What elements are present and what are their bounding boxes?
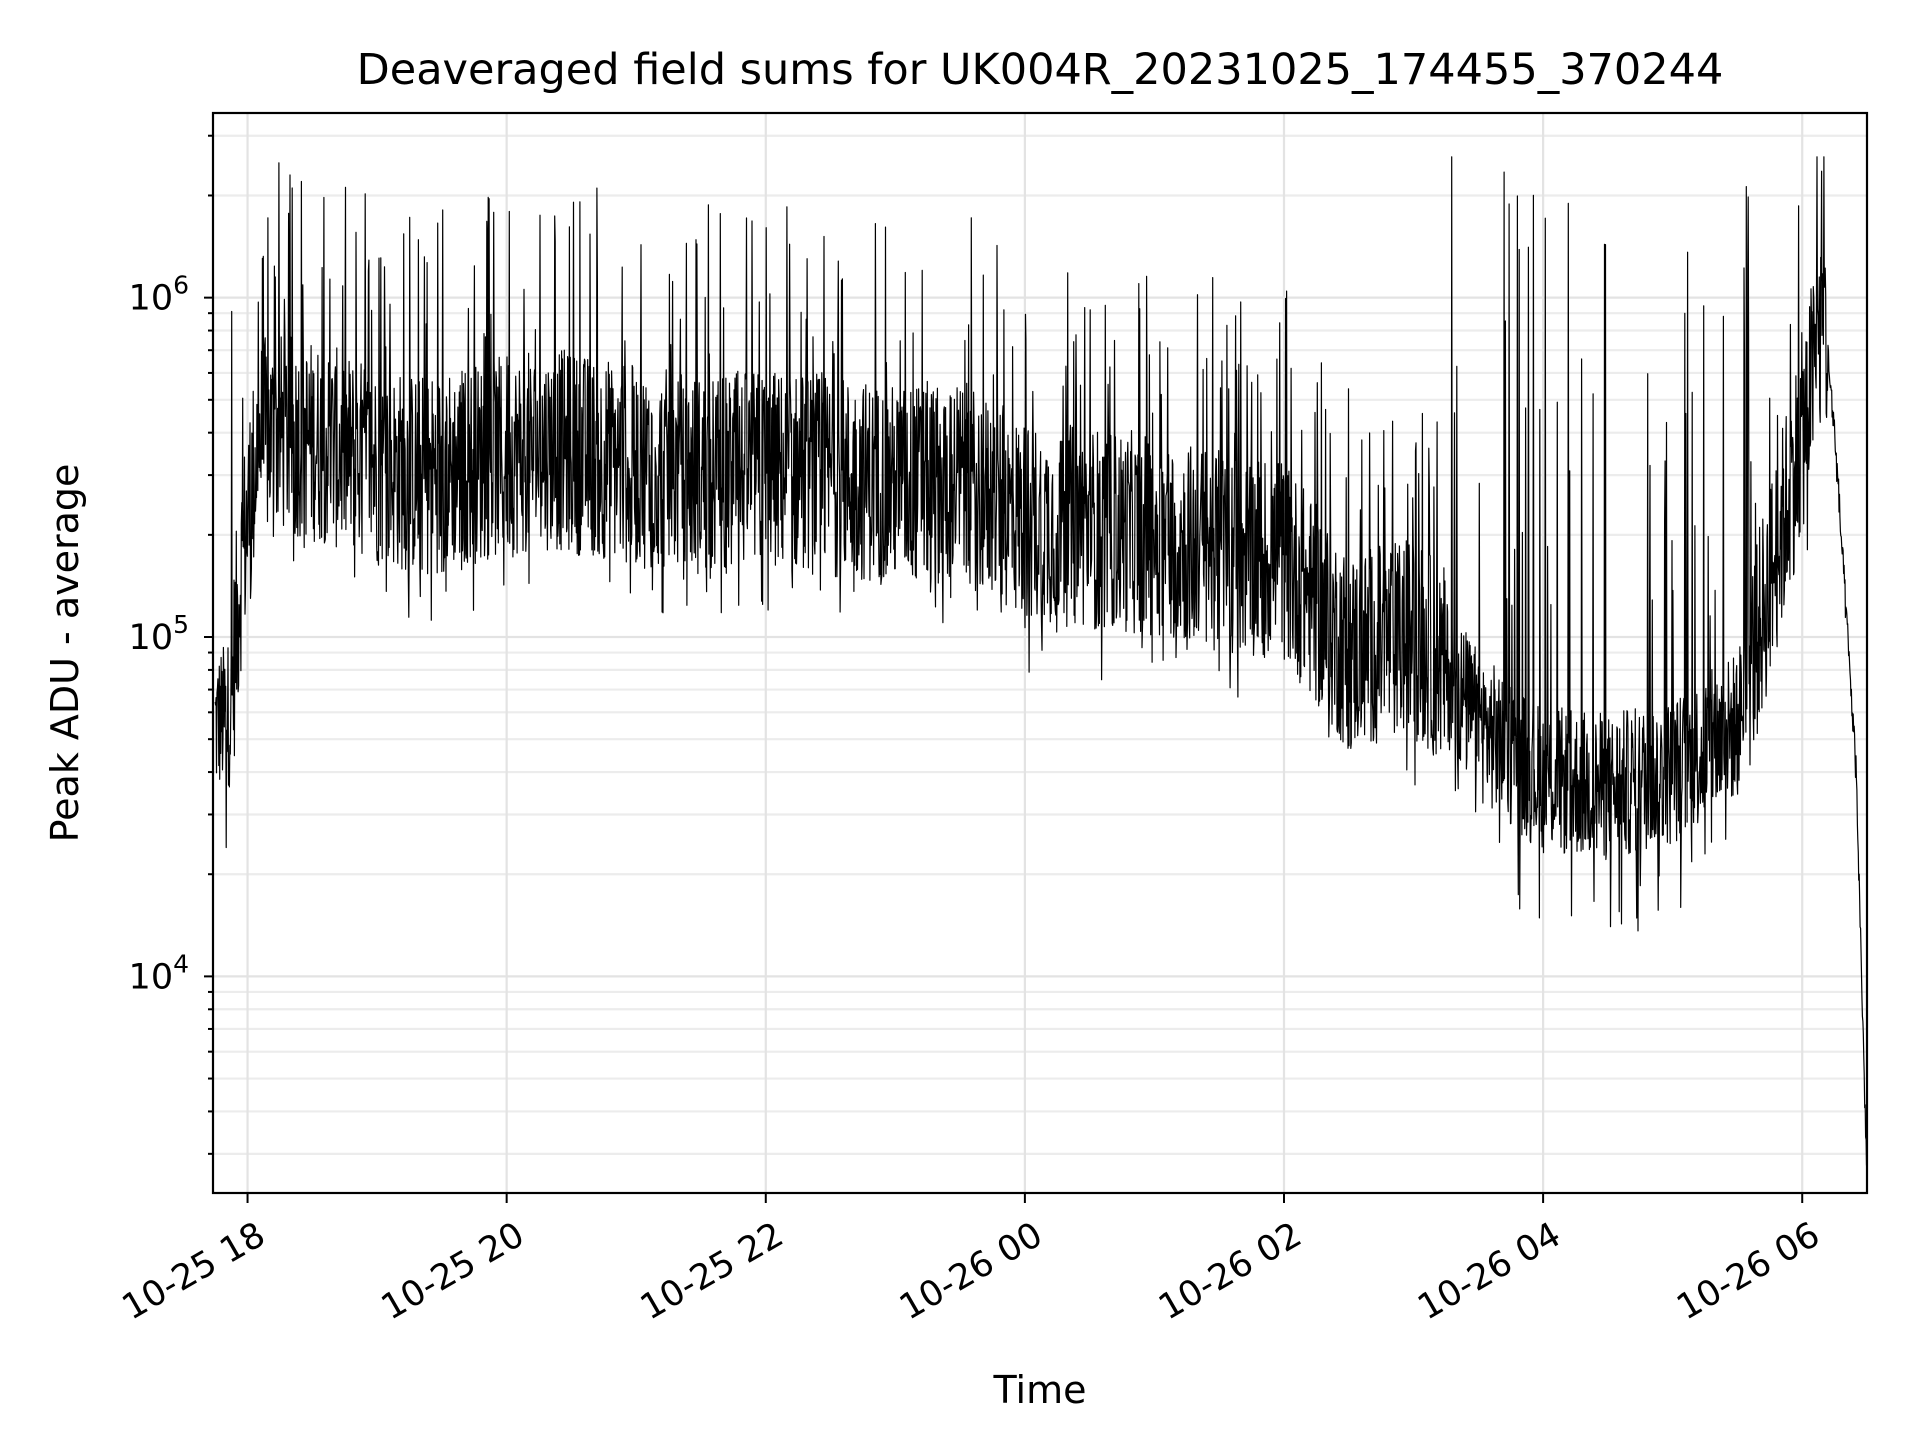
- x-tick-label: 10-26 00: [893, 1215, 1049, 1328]
- x-tick-label-group: 10-26 00: [893, 1215, 1049, 1328]
- x-tick-label: 10-26 04: [1411, 1215, 1567, 1328]
- x-tick-label-group: 10-26 04: [1411, 1215, 1567, 1328]
- y-tick-base: 10: [129, 957, 174, 997]
- y-tick-label: 106: [129, 271, 189, 319]
- x-tick-label: 10-26 02: [1152, 1215, 1308, 1328]
- x-tick-label-group: 10-25 20: [375, 1215, 531, 1328]
- y-tick-base: 10: [129, 279, 174, 319]
- y-tick-label: 105: [129, 610, 189, 658]
- x-tick-label-group: 10-25 22: [634, 1215, 790, 1328]
- y-axis-label: Peak ADU - average: [43, 464, 87, 843]
- y-tick-exponent: 4: [173, 949, 189, 978]
- x-tick-label-group: 10-26 06: [1670, 1215, 1826, 1328]
- x-tick-label: 10-25 18: [116, 1215, 272, 1328]
- x-tick-label-group: 10-25 18: [116, 1215, 272, 1328]
- chart-title: Deaveraged field sums for UK004R_2023102…: [357, 45, 1724, 95]
- x-tick-label: 10-25 20: [375, 1215, 531, 1328]
- x-axis-label: Time: [993, 1368, 1087, 1412]
- y-tick-exponent: 5: [173, 610, 189, 639]
- y-tick-label: 104: [129, 949, 189, 997]
- x-tick-label: 10-26 06: [1670, 1215, 1826, 1328]
- x-axis: 10-25 18 10-25 20 10-25 22 10-26 00 10-26 02…: [116, 1193, 1827, 1328]
- gridlines: [213, 113, 1867, 1193]
- x-tick-label-group: 10-26 02: [1152, 1215, 1308, 1328]
- x-tick-label: 10-25 22: [634, 1215, 790, 1328]
- y-tick-base: 10: [129, 618, 174, 658]
- series-line: [214, 156, 1868, 1172]
- y-tick-exponent: 6: [173, 271, 189, 300]
